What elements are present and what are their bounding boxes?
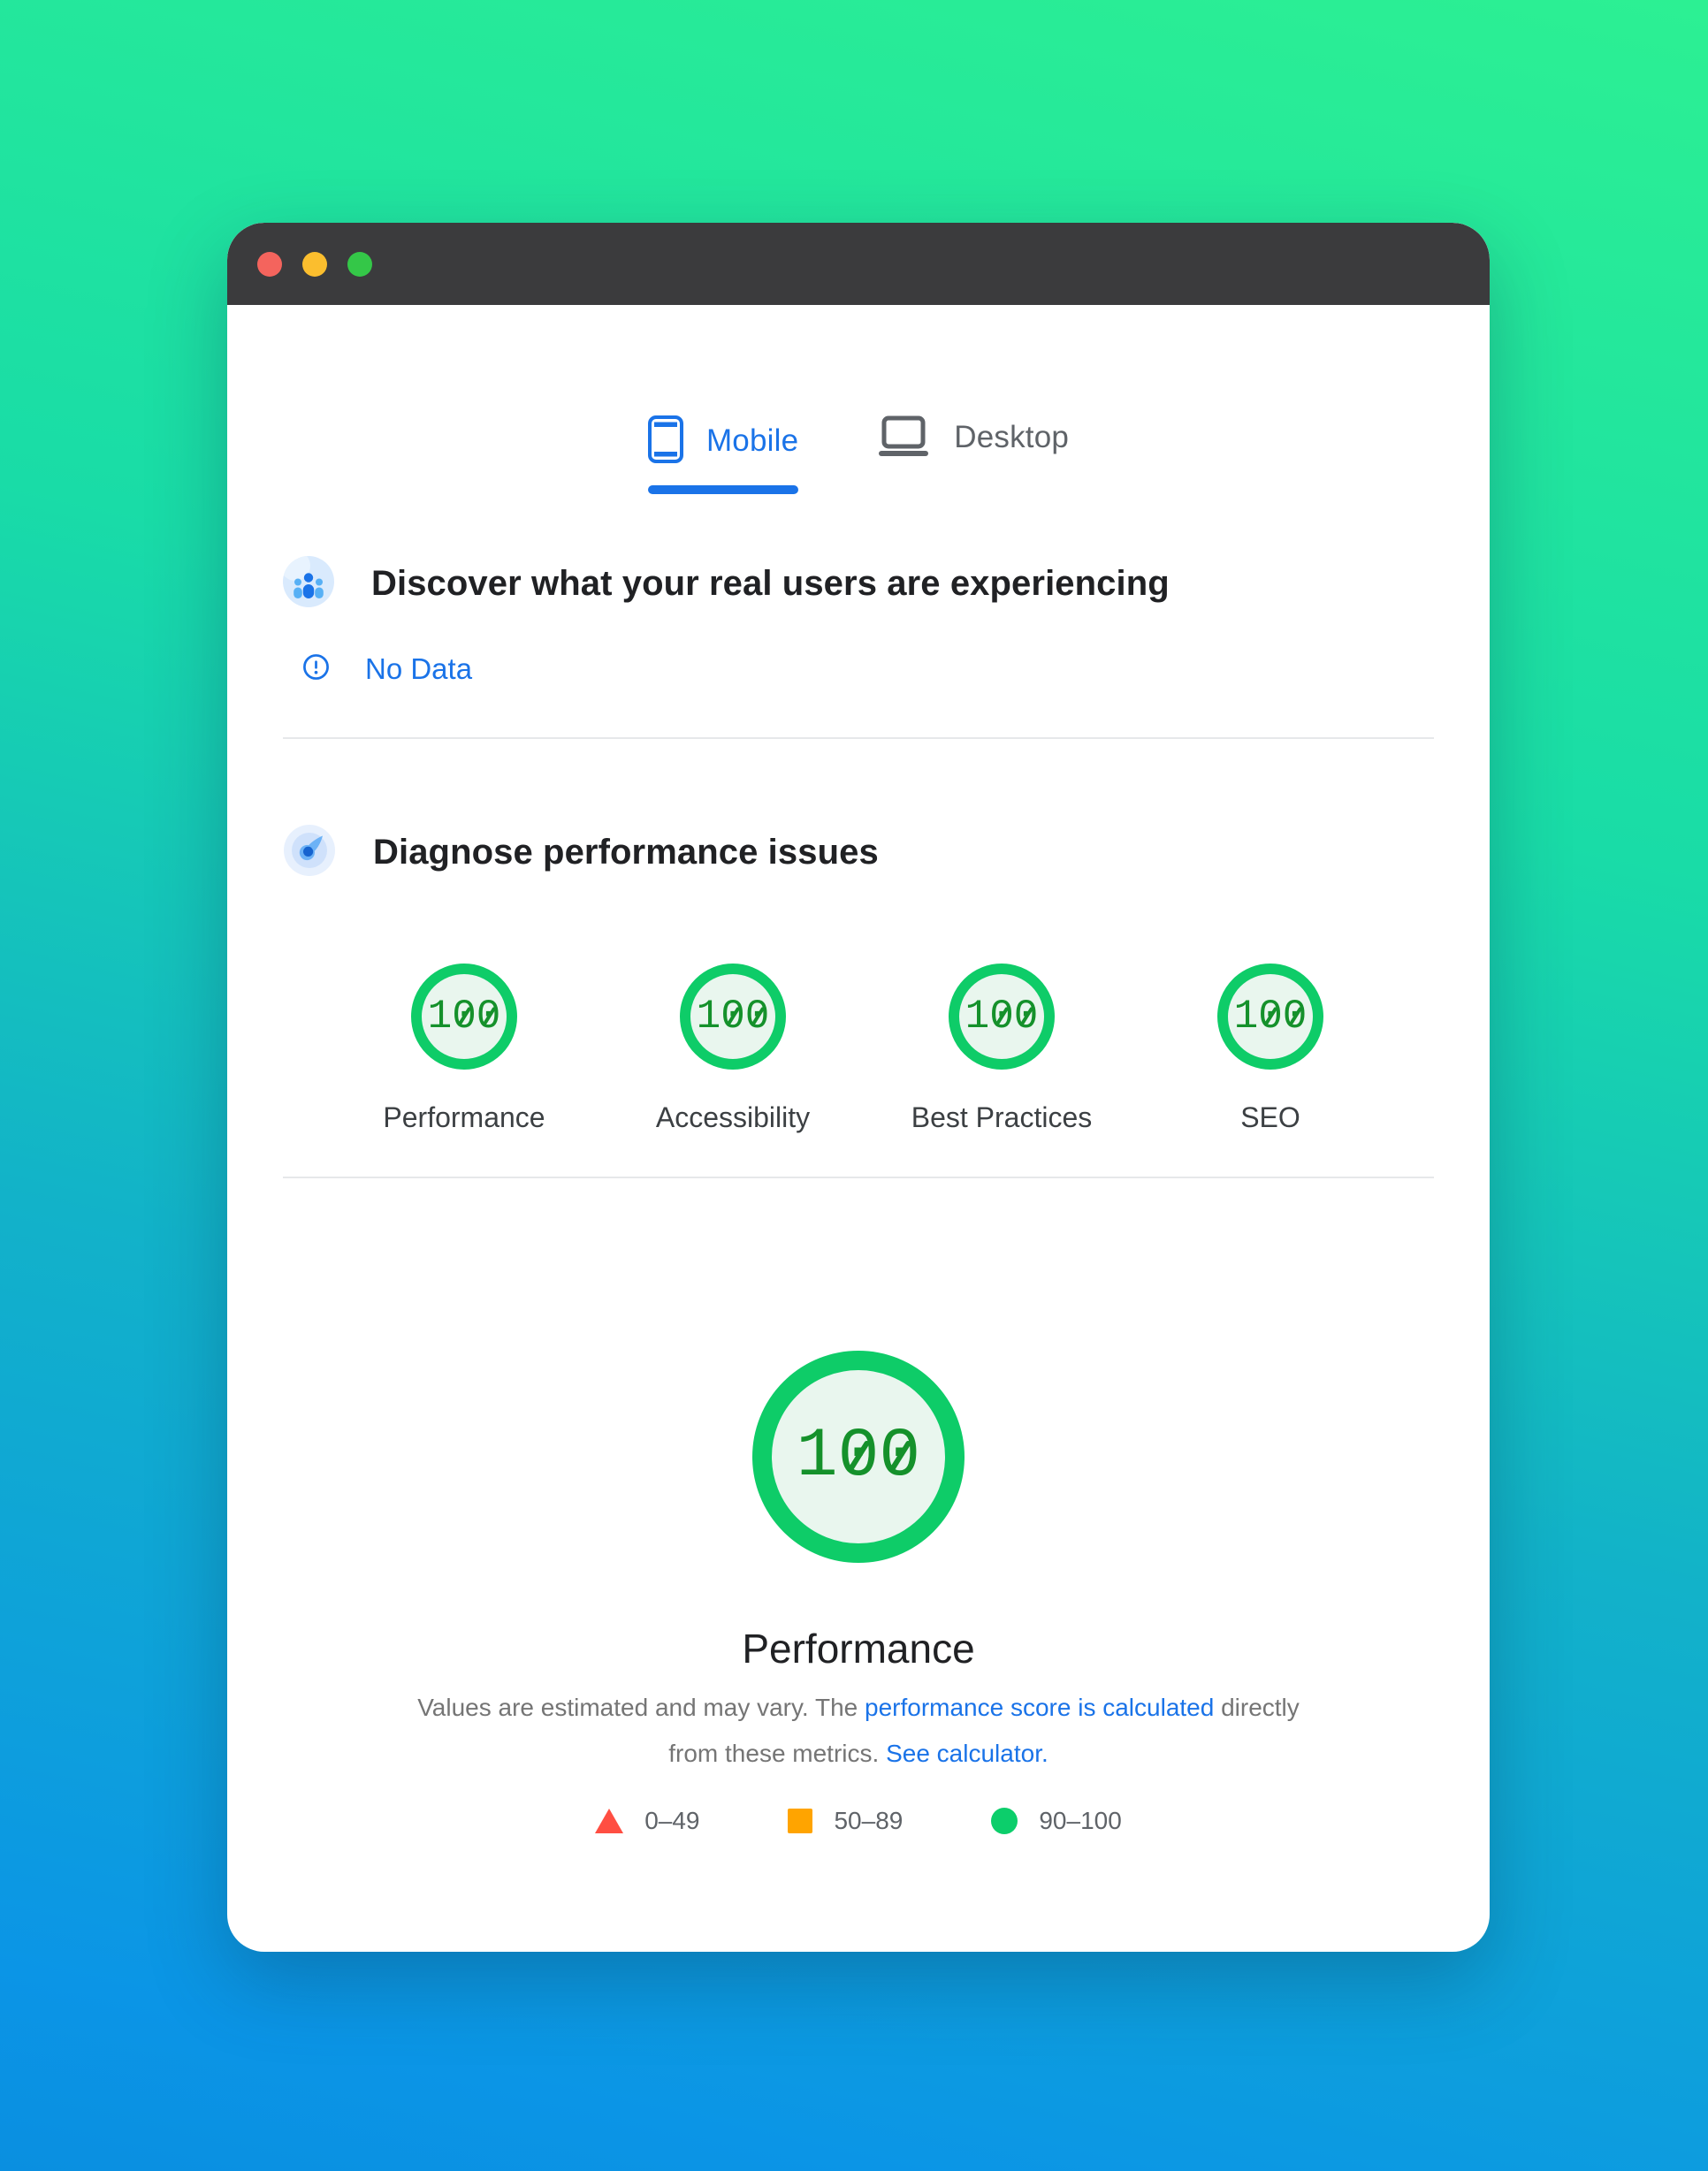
tab-desktop[interactable]: Desktop [876, 415, 1069, 459]
users-icon [283, 556, 334, 612]
see-calculator-link[interactable]: See calculator. [886, 1740, 1048, 1767]
minimize-button[interactable] [302, 251, 327, 277]
phone-icon [647, 415, 683, 466]
gauge-seo[interactable]: 100 SEO [1182, 964, 1359, 1134]
best-practices-gauge-label: Best Practices [911, 1101, 1093, 1133]
gauge-accessibility[interactable]: 100 Accessibility [644, 964, 821, 1134]
best-practices-score-ring: 100 [949, 964, 1055, 1070]
diagnose-title: Diagnose performance issues [373, 833, 879, 872]
gauge-performance[interactable]: 100 Performance [376, 964, 553, 1134]
close-button[interactable] [257, 251, 282, 277]
main-content: Mobile Desktop [227, 415, 1490, 1835]
section-divider [283, 1177, 1434, 1178]
performance-gauge-label: Performance [383, 1101, 545, 1133]
pass-circle-icon [991, 1808, 1018, 1834]
diagnose-section: Diagnose performance issues 100 Performa… [283, 824, 1434, 1178]
alert-icon [302, 653, 330, 685]
best-practices-score-value: 100 [965, 994, 1039, 1040]
accessibility-gauge-label: Accessibility [655, 1101, 811, 1133]
accessibility-score-ring: 100 [680, 964, 786, 1070]
seo-gauge-label: SEO [1240, 1101, 1300, 1133]
seo-score-value: 100 [1233, 994, 1308, 1040]
zoom-button[interactable] [347, 251, 372, 277]
app-window: Mobile Desktop [227, 223, 1490, 1952]
gauge-best-practices[interactable]: 100 Best Practices [911, 964, 1093, 1134]
disclaimer-text: directly from these metrics. [668, 1694, 1300, 1767]
average-range-label: 50–89 [834, 1807, 904, 1834]
performance-summary: 100 Performance Values are estimated and… [283, 1351, 1434, 1835]
legend-item-pass: 90–100 [991, 1807, 1122, 1835]
device-tabs: Mobile Desktop [283, 415, 1434, 494]
section-divider [283, 737, 1434, 739]
fail-triangle-icon [595, 1809, 624, 1833]
category-gauges: 100 Performance 100 Accessibility 100 Be… [301, 964, 1434, 1134]
average-square-icon [788, 1809, 813, 1833]
pass-range-label: 90–100 [1039, 1807, 1122, 1834]
no-data-label: No Data [365, 652, 473, 685]
compass-icon [283, 824, 336, 881]
laptop-icon [876, 415, 931, 459]
disclaimer-text: Values are estimated and may vary. The [417, 1694, 865, 1721]
summary-score-value: 100 [796, 1418, 921, 1496]
no-data-link[interactable]: No Data [302, 652, 472, 686]
score-disclaimer: Values are estimated and may vary. The p… [416, 1685, 1300, 1777]
tab-mobile-label: Mobile [705, 423, 799, 458]
performance-score-value: 100 [427, 994, 501, 1040]
tab-mobile[interactable]: Mobile [647, 415, 799, 494]
field-data-title: Discover what your real users are experi… [371, 564, 1170, 603]
legend-item-average: 50–89 [788, 1807, 903, 1835]
summary-score-ring: 100 [752, 1351, 965, 1563]
fail-range-label: 0–49 [644, 1807, 700, 1834]
seo-score-ring: 100 [1217, 964, 1323, 1070]
titlebar [227, 223, 1490, 305]
active-tab-indicator [647, 485, 799, 494]
tab-desktop-label: Desktop [954, 419, 1070, 454]
score-legend: 0–49 50–89 90–100 [283, 1807, 1434, 1835]
accessibility-score-value: 100 [696, 994, 770, 1040]
score-calculation-link[interactable]: performance score is calculated [865, 1694, 1215, 1721]
legend-item-fail: 0–49 [595, 1807, 699, 1835]
summary-title: Performance [742, 1626, 975, 1672]
field-data-section: Discover what your real users are experi… [283, 556, 1434, 739]
performance-score-ring: 100 [411, 964, 517, 1070]
